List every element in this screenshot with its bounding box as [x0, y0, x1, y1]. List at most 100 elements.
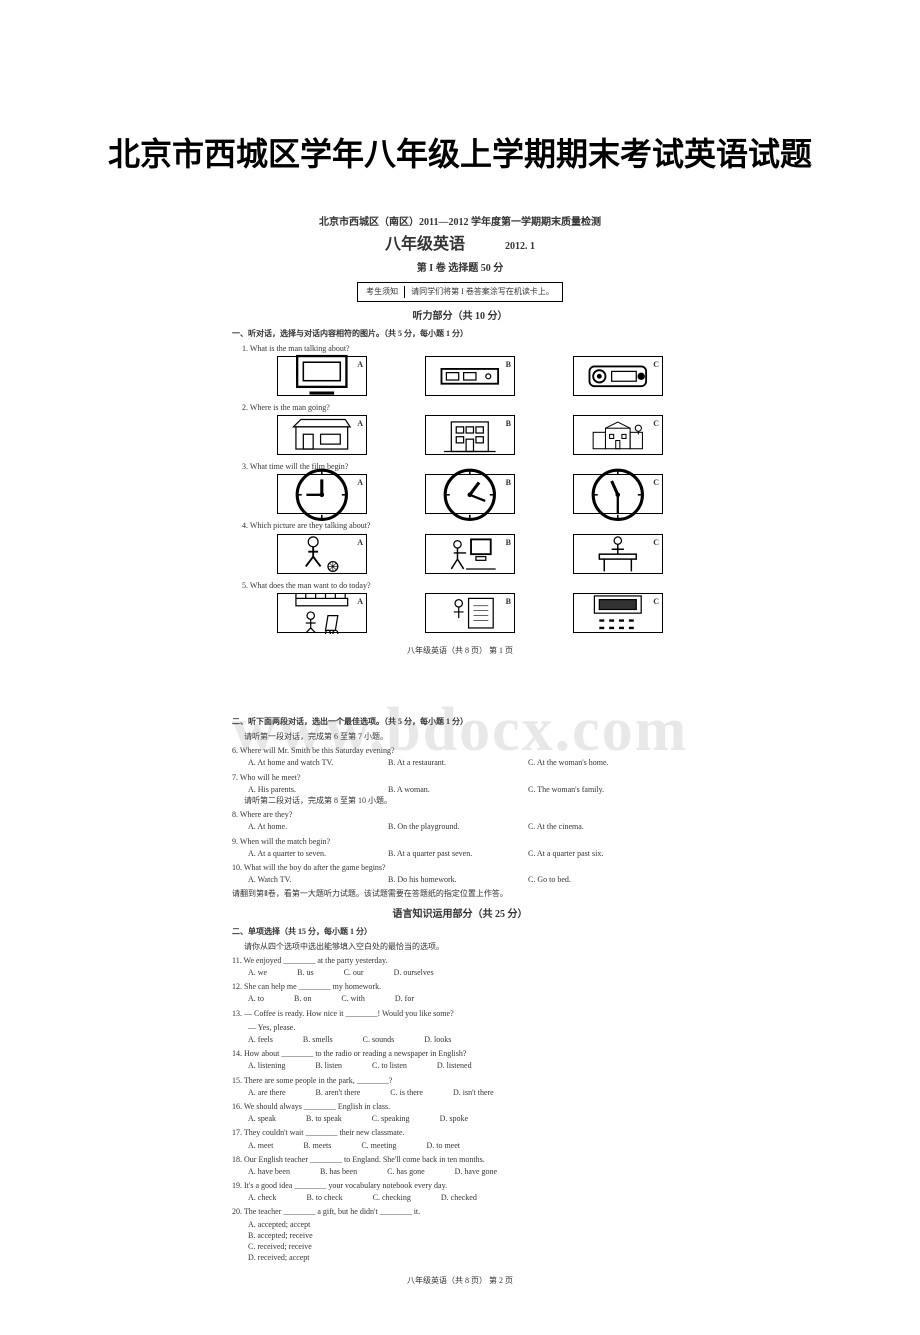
q10-opt-c: C. Go to bed.: [528, 874, 658, 885]
q20-text: 20. The teacher ________ a gift, but he …: [232, 1206, 688, 1217]
listening-title: 听力部分（共 10 分）: [232, 310, 688, 324]
q12-opt-d: D. for: [395, 993, 414, 1004]
q16-options: A. speak B. to speak C. speaking D. spok…: [248, 1113, 688, 1124]
q8-text: 8. Where are they?: [232, 809, 688, 820]
q8-opt-a: A. At home.: [248, 821, 378, 832]
q20-opt-d: D. received; accept: [248, 1252, 448, 1263]
q12-options: A. to B. on C. with D. for: [248, 993, 688, 1004]
turn-note: 请翻到第Ⅱ卷，看第一大题听力试题。该试题需要在答题纸的指定位置上作答。: [232, 888, 688, 899]
q9-text: 9. When will the match begin?: [232, 836, 688, 847]
q11-opt-d: D. ourselves: [394, 967, 434, 978]
q7-text: 7. Who will he meet?: [232, 772, 688, 783]
q15-options: A. are there B. aren't there C. is there…: [248, 1087, 688, 1098]
q18-options: A. have been B. has been C. has gone D. …: [248, 1166, 688, 1177]
q13-opt-a: A. feels: [248, 1034, 273, 1045]
q5-pictures: A B C: [252, 593, 688, 633]
clock-icon: [587, 464, 649, 526]
q20-opt-a: A. accepted; accept: [248, 1219, 448, 1230]
q7-opt-a: A. His parents.: [248, 784, 378, 795]
q5-text: 5. What does the man want to do today?: [242, 580, 688, 591]
vcr-icon: [439, 364, 501, 389]
notice-label: 考生须知: [366, 286, 405, 297]
q7-options: A. His parents. B. A woman. C. The woman…: [248, 784, 688, 795]
doc-header: 北京市西城区（南区）2011—2012 学年度第一学期期末质量检测: [232, 216, 688, 230]
q8-options: A. At home. B. On the playground. C. At …: [248, 821, 688, 832]
q13-text: 13. — Coffee is ready. How nice it _____…: [232, 1008, 688, 1019]
q15-opt-a: A. are there: [248, 1087, 286, 1098]
q10-options: A. Watch TV. B. Do his homework. C. Go t…: [248, 874, 688, 885]
football-icon: [291, 532, 353, 575]
q12-opt-c: C. with: [341, 993, 365, 1004]
q12-opt-a: A. to: [248, 993, 264, 1004]
opt-a-label: A: [357, 418, 363, 429]
opt-b-label: B: [506, 418, 511, 429]
opt-c-label: C: [653, 477, 659, 488]
q13-opt-b: B. smells: [303, 1034, 333, 1045]
q11-options: A. we B. us C. our D. ourselves: [248, 967, 688, 978]
page-title: 北京市西城区学年八年级上学期期末考试英语试题: [0, 0, 920, 208]
opt-a-label: A: [357, 359, 363, 370]
q18-opt-a: A. have been: [248, 1166, 290, 1177]
section3-sub: 请你从四个选项中选出能够填入空白处的最恰当的选项。: [244, 941, 688, 952]
q6-opt-b: B. At a restaurant.: [388, 757, 518, 768]
q6-options: A. At home and watch TV. B. At a restaur…: [248, 757, 688, 768]
q20-options: A. accepted; accept B. accepted; receive…: [248, 1219, 688, 1264]
q17-options: A. meet B. meets C. meeting D. to meet: [248, 1140, 688, 1151]
reading-icon: [439, 591, 501, 634]
q13-opt-c: C. sounds: [363, 1034, 395, 1045]
q18-opt-b: B. has been: [320, 1166, 357, 1177]
q18-opt-d: D. have gone: [455, 1166, 497, 1177]
opt-a-label: A: [357, 537, 363, 548]
opt-b-label: B: [506, 359, 511, 370]
cinema-icon: [587, 591, 649, 634]
q15-opt-c: C. is there: [390, 1087, 423, 1098]
section2-instruction: 二、听下面两段对话，选出一个最佳选项。（共 5 分，每小题 1 分）: [232, 716, 688, 727]
page-footer-2: 八年级英语（共 8 页） 第 2 页: [232, 1275, 688, 1286]
q19-options: A. check B. to check C. checking D. chec…: [248, 1192, 688, 1203]
q17-text: 17. They couldn't wait ________ their ne…: [232, 1127, 688, 1138]
opt-b-label: B: [506, 477, 511, 488]
school-icon: [587, 420, 649, 451]
shopping-icon: [291, 591, 353, 634]
notice-box: 考生须知 请同学们将第 I 卷答案涂写在机读卡上。: [357, 282, 563, 301]
q11-opt-c: C. our: [344, 967, 364, 978]
q6-opt-a: A. At home and watch TV.: [248, 757, 378, 768]
q2-text: 2. Where is the man going?: [242, 402, 688, 413]
computer-person-icon: [439, 532, 501, 575]
q14-opt-b: B. listen: [315, 1060, 342, 1071]
q17-opt-d: D. to meet: [426, 1140, 460, 1151]
q6-text: 6. Where will Mr. Smith be this Saturday…: [232, 745, 688, 756]
opt-a-label: A: [357, 596, 363, 607]
q7-opt-c: C. The woman's family.: [528, 784, 658, 795]
page-footer-1: 八年级英语（共 8 页） 第 1 页: [232, 645, 688, 656]
q9-opt-c: C. At a quarter past six.: [528, 848, 658, 859]
q19-text: 19. It's a good idea ________ your vocab…: [232, 1180, 688, 1191]
q14-text: 14. How about ________ to the radio or r…: [232, 1048, 688, 1059]
exam-page-2: 二、听下面两段对话，选出一个最佳选项。（共 5 分，每小题 1 分） 请听第一段…: [220, 704, 700, 1295]
q15-text: 15. There are some people in the park, _…: [232, 1075, 688, 1086]
q16-opt-c: C. speaking: [372, 1113, 410, 1124]
q11-opt-b: B. us: [297, 967, 313, 978]
opt-c-label: C: [653, 596, 659, 607]
q9-options: A. At a quarter to seven. B. At a quarte…: [248, 848, 688, 859]
q11-opt-a: A. we: [248, 967, 267, 978]
clock-icon: [291, 464, 353, 526]
q16-opt-b: B. to speak: [306, 1113, 342, 1124]
clock-icon: [439, 464, 501, 526]
q6-opt-c: C. At the woman's home.: [528, 757, 658, 768]
doc-date: 2012. 1: [505, 240, 535, 254]
q7-opt-b: B. A woman.: [388, 784, 518, 795]
desk-person-icon: [587, 532, 649, 575]
q20-opt-c: C. received; receive: [248, 1241, 448, 1252]
opt-c-label: C: [653, 418, 659, 429]
q18-opt-c: C. has gone: [387, 1166, 425, 1177]
q18-text: 18. Our English teacher ________ to Engl…: [232, 1154, 688, 1165]
q19-opt-c: C. checking: [373, 1192, 411, 1203]
opt-a-label: A: [357, 477, 363, 488]
q1-pictures: A B C: [252, 356, 688, 396]
q4-pictures: A B C: [252, 534, 688, 574]
shop-icon: [291, 417, 353, 454]
tv-icon: [291, 353, 353, 399]
q13-options: A. feels B. smells C. sounds D. looks: [248, 1034, 688, 1045]
q16-opt-a: A. speak: [248, 1113, 276, 1124]
